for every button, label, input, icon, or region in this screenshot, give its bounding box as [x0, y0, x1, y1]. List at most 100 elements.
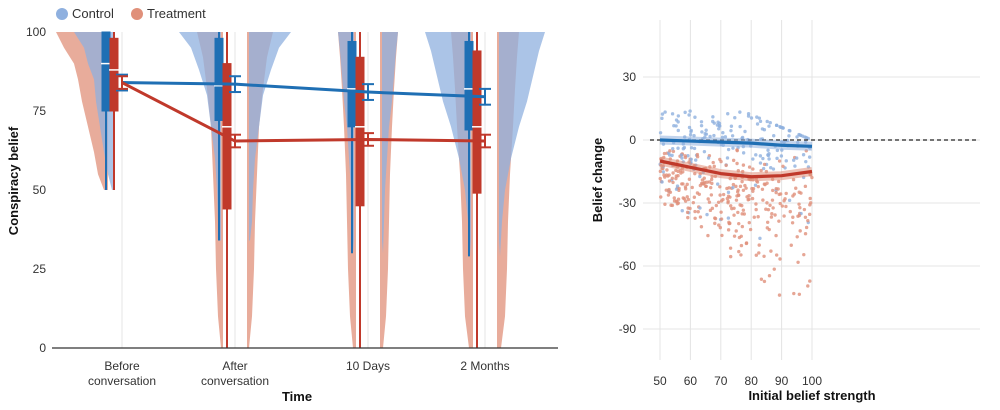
scatter-point	[777, 219, 781, 223]
scatter-point	[704, 128, 708, 132]
scatter-point	[732, 234, 737, 238]
scatter-point	[807, 212, 812, 217]
scatter-point	[766, 148, 770, 152]
scatter-point	[726, 199, 730, 203]
scatter-point	[688, 133, 693, 137]
scatter-point	[746, 114, 751, 118]
right-x-tick-labels: 50 60 70 80 90 100	[653, 374, 822, 388]
scatter-point	[755, 122, 760, 126]
scatter-point	[769, 249, 773, 253]
left-y-tick-25: 25	[33, 262, 47, 276]
scatter-point	[658, 131, 663, 135]
scatter-point	[774, 253, 779, 257]
scatter-point	[797, 292, 802, 296]
scatter-point	[719, 217, 724, 221]
scatter-point	[740, 179, 744, 184]
error-bar-control-2	[362, 83, 374, 101]
scatter-point	[721, 197, 725, 202]
scatter-point	[674, 124, 678, 128]
scatter-point	[697, 192, 701, 196]
scatter-point	[774, 123, 779, 128]
right-y-tick-labels: 30 0 -30 -60 -90	[619, 70, 637, 336]
scatter-point	[798, 206, 802, 210]
scatter-point	[685, 210, 690, 215]
scatter-point	[760, 187, 765, 191]
scatter-point	[754, 253, 759, 257]
left-panel: Control Treatment 0 25 50 75 100 Before conve…	[6, 6, 558, 404]
scatter-point	[765, 181, 769, 185]
scatter-point	[808, 279, 812, 283]
scatter-point	[687, 113, 691, 117]
scatter-point	[703, 132, 707, 136]
scatter-point	[680, 182, 684, 186]
scatter-point	[658, 176, 662, 181]
scatter-point	[668, 149, 672, 153]
right-x-tick-100: 100	[802, 374, 822, 388]
scatter-point	[727, 186, 731, 190]
scatter-point	[794, 186, 798, 190]
scatter-point	[676, 146, 680, 150]
scatter-point	[687, 125, 692, 130]
scatter-point	[727, 220, 731, 225]
scatter-point	[764, 207, 768, 211]
scatter-point	[699, 225, 704, 229]
scatter-point	[676, 114, 681, 118]
scatter-point	[731, 185, 735, 190]
scatter-point	[806, 284, 810, 288]
right-x-tick-50: 50	[653, 374, 667, 388]
scatter-point	[771, 188, 775, 193]
scatter-point	[778, 125, 783, 129]
scatter-point	[787, 134, 791, 138]
scatter-point	[680, 156, 684, 160]
scatter-point	[767, 124, 771, 128]
scatter-point	[738, 124, 742, 129]
right-y-tick--90: -90	[619, 322, 637, 336]
scatter-point	[803, 135, 807, 139]
scatter-point	[767, 157, 771, 161]
right-y-tick-30: 30	[623, 70, 637, 84]
scatter-point	[709, 185, 713, 190]
scatter-point	[766, 207, 771, 212]
scatter-point	[674, 174, 679, 178]
scatter-point	[692, 195, 697, 199]
scatter-point	[731, 182, 736, 187]
scatter-point	[739, 253, 743, 257]
left-x-tick-0: Before conversation	[88, 359, 156, 388]
scatter-point	[713, 221, 717, 226]
scatter-point	[674, 118, 679, 122]
scatter-point	[683, 154, 687, 158]
scatter-point	[698, 183, 703, 188]
scatter-point	[669, 203, 673, 207]
scatter-point	[810, 175, 814, 180]
scatter-point	[688, 206, 692, 211]
scatter-point	[773, 213, 777, 217]
scatter-point	[762, 279, 767, 284]
error-bar-treatment-0	[116, 75, 128, 90]
scatter-point	[740, 203, 744, 208]
scatter-point	[752, 215, 756, 219]
scatter-point	[712, 164, 716, 169]
scatter-point	[788, 209, 792, 214]
scatter-point	[680, 208, 684, 213]
scatter-point	[792, 192, 797, 196]
scatter-point	[784, 204, 788, 209]
left-y-tick-100: 100	[26, 25, 46, 39]
scatter-point	[675, 184, 680, 188]
scatter-point	[712, 121, 716, 125]
scatter-point	[777, 179, 781, 184]
scatter-point	[769, 165, 773, 170]
scatter-point	[687, 177, 692, 181]
scatter-point	[706, 156, 711, 160]
scatter-point	[804, 159, 808, 164]
scatter-point	[808, 196, 812, 201]
scatter-point	[734, 184, 738, 189]
scatter-point	[671, 146, 675, 151]
scatter-point	[740, 224, 745, 229]
scatter-point	[732, 213, 736, 217]
scatter-point	[682, 145, 687, 150]
scatter-point	[758, 161, 763, 165]
scatter-point	[683, 110, 687, 115]
scatter-point	[725, 196, 730, 201]
scatter-point	[689, 129, 693, 134]
scatter-point	[741, 188, 746, 192]
